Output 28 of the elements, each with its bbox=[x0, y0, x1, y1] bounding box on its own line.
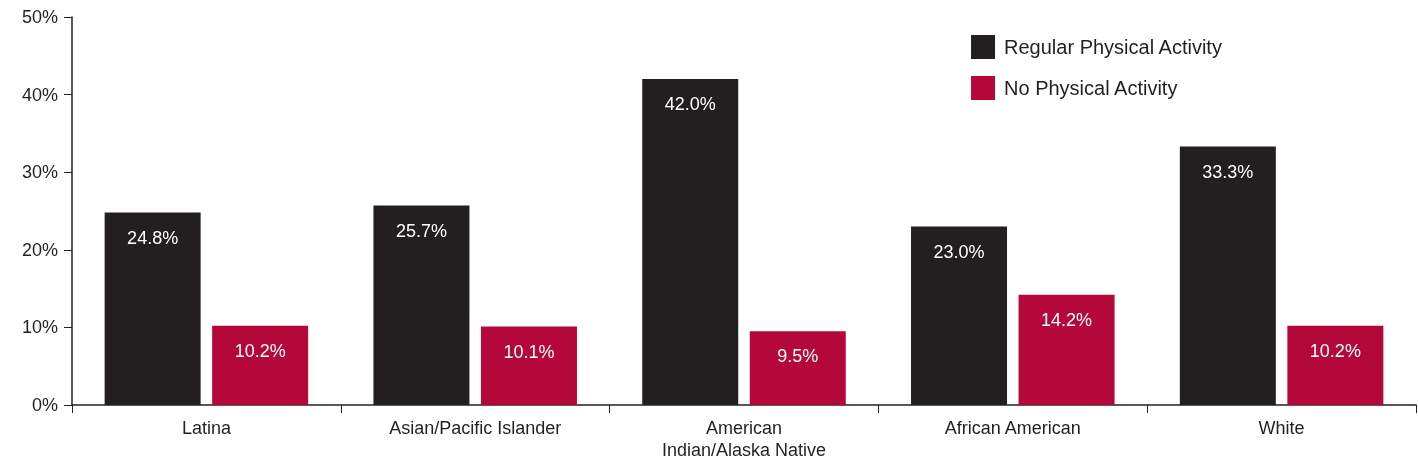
y-tick-label: 40% bbox=[21, 84, 58, 105]
data-label: 24.8% bbox=[127, 227, 179, 248]
y-tick-label: 20% bbox=[21, 239, 58, 260]
data-label: 10.2% bbox=[1309, 340, 1361, 361]
data-label: 42.0% bbox=[664, 94, 716, 115]
bar bbox=[212, 325, 309, 405]
data-label: 33.3% bbox=[1202, 161, 1254, 182]
legend-label: No Physical Activity bbox=[1004, 77, 1178, 99]
data-label: 14.2% bbox=[1041, 309, 1093, 330]
data-label: 25.7% bbox=[395, 220, 447, 241]
x-tick-label: American Indian/Alaska Native bbox=[661, 418, 827, 460]
data-label: 10.1% bbox=[503, 341, 555, 362]
y-tick-label: 0% bbox=[31, 395, 58, 415]
y-tick-label: 30% bbox=[21, 162, 58, 183]
bar bbox=[749, 331, 846, 405]
x-tick-label: White bbox=[1258, 418, 1305, 438]
y-tick-label: 10% bbox=[21, 317, 58, 338]
y-tick-label: 50% bbox=[21, 7, 58, 27]
bar bbox=[1018, 294, 1115, 405]
x-tick-label: Latina bbox=[181, 418, 232, 438]
data-label: 10.2% bbox=[234, 340, 286, 361]
x-tick-label: African American bbox=[944, 418, 1081, 438]
bar bbox=[480, 326, 577, 405]
data-label: 23.0% bbox=[933, 241, 985, 262]
x-tick-label: Asian/Pacific Islander bbox=[389, 418, 562, 438]
legend-label: Regular Physical Activity bbox=[1004, 36, 1222, 58]
bar bbox=[1287, 325, 1384, 405]
data-label: 9.5% bbox=[777, 346, 819, 367]
